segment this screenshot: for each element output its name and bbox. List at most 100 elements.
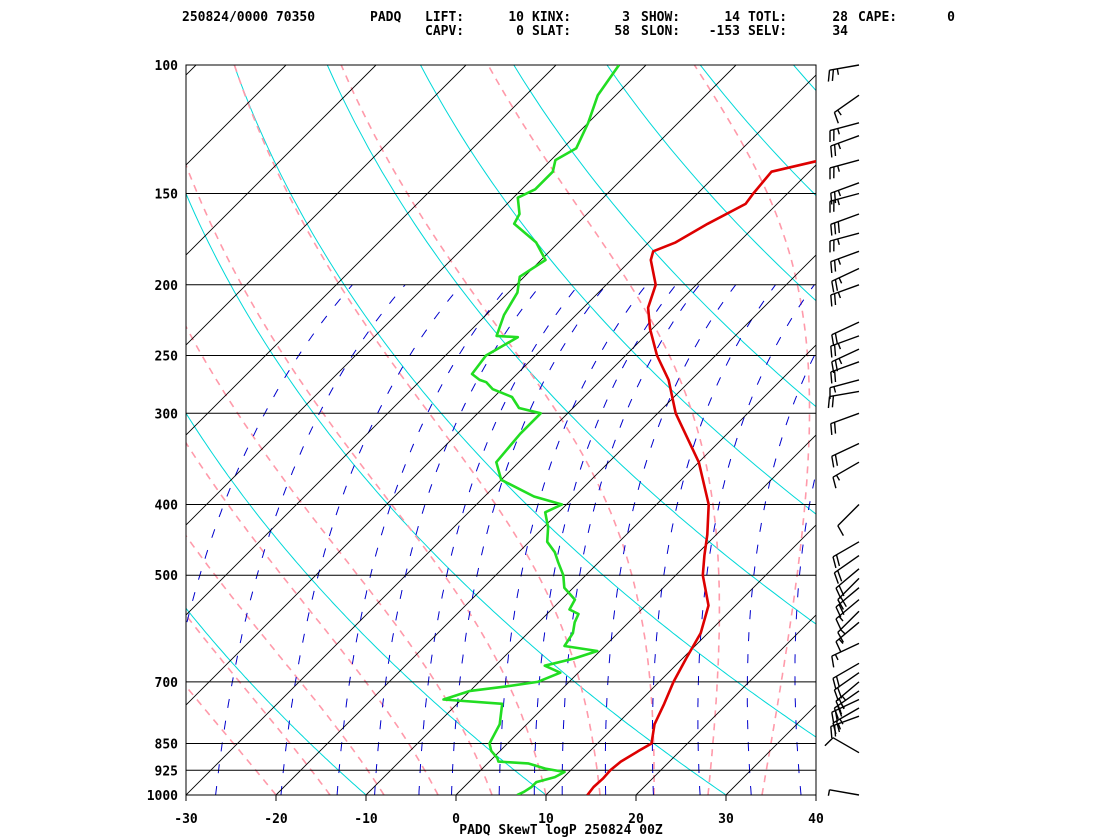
wind-barb [831,321,860,347]
isotherm [186,65,467,346]
mixing-ratio-line [831,285,929,795]
sounding-profiles [442,65,816,795]
wind-barb-flag [833,112,839,124]
wind-barb [830,361,860,384]
temperature-tick-labels: -30 -20 -10 0 10 20 30 40 [174,795,824,827]
index-label-cape: CAPE: [858,10,897,25]
wind-barb-flag [838,604,845,615]
temperature-tick-label: 40 [808,812,824,827]
dry-adiabat [186,412,547,795]
wind-barb-flag [831,69,835,81]
wind-barb-half-flag [838,358,843,365]
isotherm [635,614,816,795]
wind-barb-shaft [831,321,860,336]
wind-barb-flag [833,191,837,204]
wind-barb [832,662,860,690]
wind-barb-flag [835,720,841,733]
wind-barb-flag [831,456,835,468]
plot-frame [185,64,817,796]
temperature-tick-label: -30 [174,812,198,827]
wind-barb-shaft [829,64,860,71]
wind-barb-flag [833,260,837,272]
wind-barb-flag [833,422,837,434]
wind-barb-flag [827,70,831,82]
wind-barb [827,789,860,796]
wind-barb [833,555,860,584]
wind-barb-shaft [832,662,860,679]
pressure-tick-label: 925 [155,764,178,779]
mixing-ratio-line [215,284,406,795]
temperature-tick-label: 10 [538,812,554,827]
wind-barb-flag [837,687,843,699]
isotherm [815,794,816,795]
mixing-ratio-line [651,284,776,795]
wind-barb-half-flag [837,343,842,350]
mixing-ratio-line [794,471,816,795]
wind-barb-flag [830,346,833,358]
wind-barb [835,681,860,712]
wind-barb-half-flag [837,165,840,172]
wind-barb-shaft [835,621,860,643]
wind-barb-shaft [829,390,860,398]
dry-adiabat [1073,65,1120,795]
pressure-tick-label: 700 [155,676,179,691]
wind-barb-shaft [831,348,860,363]
wind-barb-flag [839,596,847,608]
wind-barb-half-flag [837,292,842,299]
pressure-tick-labels: 1000 925 850 700 500 400 300 250 200 150 100 [147,59,178,804]
index-value-slat: 58 [614,24,630,39]
temperature-tick-label: -10 [354,812,378,827]
wind-barb-shaft [833,555,860,574]
isotherm [186,74,816,706]
wind-barb-shaft [829,789,860,796]
wind-barb-shaft [829,159,860,169]
wind-barb-flag [837,599,845,610]
pressure-tick-label: 200 [155,279,179,294]
wind-barb-shaft [837,577,860,601]
isotherm [186,65,647,526]
wind-barb-flag [834,279,839,291]
wind-barb [829,232,860,253]
wind-barb [830,182,860,205]
index-label-show: SHOW: [641,10,680,25]
wind-barb-flag [833,144,837,157]
isotherm [186,65,287,166]
mixing-ratio-line [604,284,737,795]
index-value-kinx: 3 [622,10,630,25]
index-label-kinx: KINX: [532,10,571,25]
wind-barb-shaft [830,715,860,728]
wind-barb [830,284,860,307]
wind-barb-flag [834,454,839,466]
wind-barb-flag [831,361,835,374]
index-value-totl: 28 [832,10,848,25]
wind-barb-flag [831,334,835,347]
index-label-capv: CAPV: [425,24,464,39]
header-stamp: 250824/0000 70350 [182,10,315,25]
sounding-header: 250824/0000 70350 PADQ LIFT: 10 KINX: 3 … [182,10,955,39]
wind-barb-half-flag [835,474,841,481]
wind-barb-shaft [830,335,860,347]
wind-barb-shaft [831,267,860,282]
wind-barb-shaft [830,284,860,296]
wind-barb-half-flag [837,238,840,245]
index-label-slon: SLON: [641,24,680,39]
chart-title: PADQ SkewT logP 250824 00Z [459,823,663,838]
wind-barb-shaft [830,135,860,147]
mixing-ratio-line [746,351,816,795]
wind-barb-half-flag [838,277,843,284]
index-value-cape: 0 [947,10,955,25]
index-value-show: 14 [724,10,740,25]
pressure-tick-label: 250 [155,349,179,364]
wind-barb-shaft [829,379,860,389]
wind-barb-flag [837,525,845,536]
wind-barb [837,610,860,643]
temperature-tick-label: -20 [264,812,288,827]
wind-barb [833,672,860,701]
wind-barb-shaft [832,541,860,558]
wind-barb [830,412,860,435]
wind-barb-flag [835,676,841,688]
wind-barb-shaft [830,412,860,425]
wind-barb-shaft [829,232,860,242]
wind-barb-flag [831,655,835,668]
temperature-tick-label: 20 [628,812,644,827]
